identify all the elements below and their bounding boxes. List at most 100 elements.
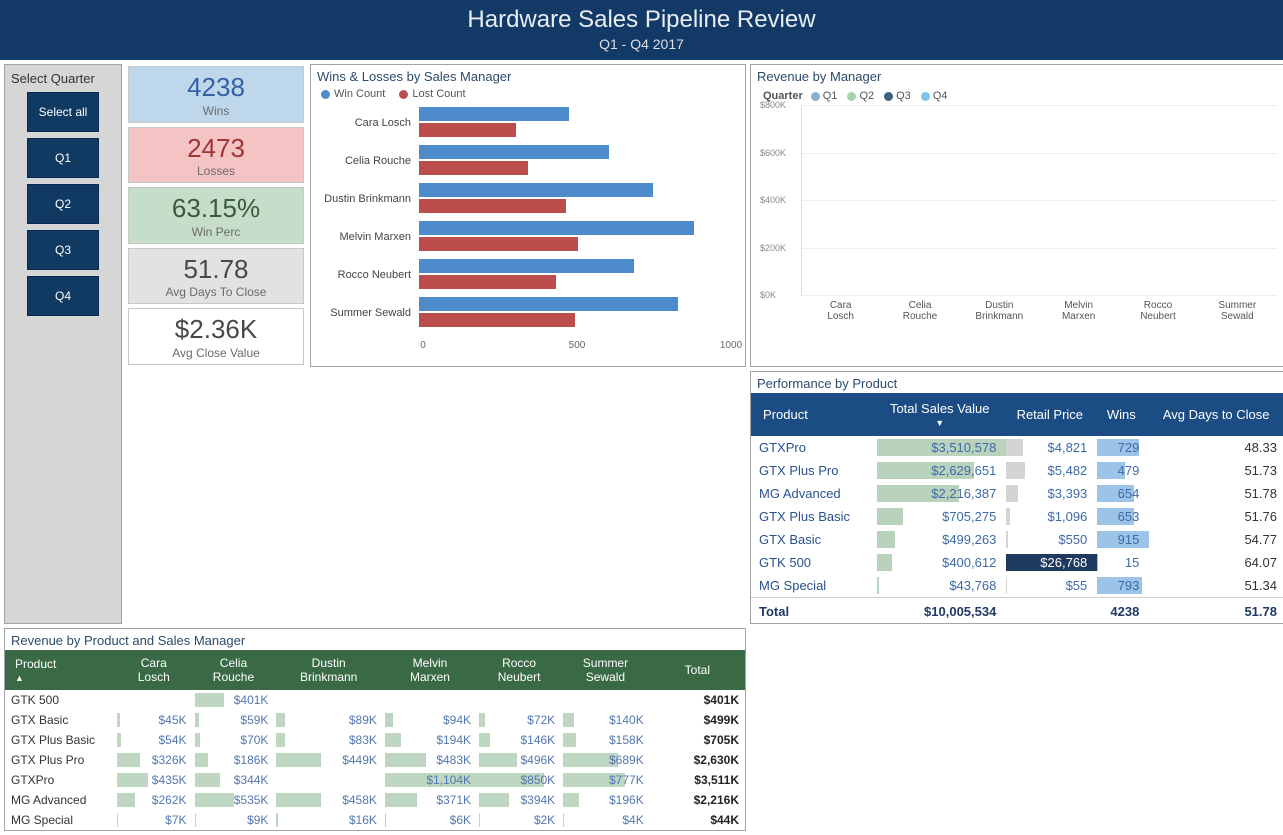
lost-bar[interactable]: [419, 123, 516, 137]
total-row: Total$10,005,534423851.78: [751, 597, 1283, 623]
sort-desc-icon: ▼: [881, 418, 998, 428]
days-cell: 64.07: [1147, 551, 1283, 574]
manager-row: Summer Sewald: [315, 296, 731, 330]
column-header[interactable]: CeliaRouche: [193, 650, 275, 690]
wins-losses-chart[interactable]: Wins & Losses by Sales Manager Win Count…: [310, 64, 746, 367]
kpi-label: Wins: [131, 104, 301, 118]
table-row: GTK 500$401K$401K: [5, 690, 745, 710]
column-header[interactable]: CaraLosch: [115, 650, 193, 690]
table-row: MG Advanced$2,216,387$3,39365451.78: [751, 482, 1283, 505]
gridline: $200K: [802, 248, 1277, 249]
product-cell: GTXPro: [751, 436, 875, 459]
kpi-avg-days-to-close[interactable]: 51.78Avg Days To Close: [128, 248, 304, 305]
table-row: MG Special$43,768$5579351.34: [751, 574, 1283, 598]
value-cell: [477, 690, 561, 710]
total-cell: $401K: [650, 690, 745, 710]
total-cell: $3,511K: [650, 770, 745, 790]
lost-bar[interactable]: [419, 313, 575, 327]
column-header[interactable]: Total Sales Value▼: [875, 393, 1004, 436]
sales-cell: $400,612: [875, 551, 1004, 574]
total-cell: $44K: [650, 810, 745, 830]
legend-item: Lost Count: [399, 88, 465, 100]
kpi-wins[interactable]: 4238Wins: [128, 66, 304, 123]
lost-bar[interactable]: [419, 161, 528, 175]
lost-bar[interactable]: [419, 275, 556, 289]
product-cell: GTX Basic: [751, 528, 875, 551]
legend-item: Q1: [811, 90, 838, 102]
lost-bar[interactable]: [419, 199, 566, 213]
win-bar[interactable]: [419, 107, 569, 121]
price-cell: $26,768: [1004, 551, 1095, 574]
dashboard-header: Hardware Sales Pipeline Review Q1 - Q4 2…: [0, 0, 1283, 60]
value-cell: $496K: [477, 750, 561, 770]
value-cell: $196K: [561, 790, 650, 810]
value-cell: $158K: [561, 730, 650, 750]
value-cell: $70K: [193, 730, 275, 750]
kpi-losses[interactable]: 2473Losses: [128, 127, 304, 184]
win-bar[interactable]: [419, 145, 609, 159]
column-header[interactable]: MelvinMarxen: [383, 650, 477, 690]
column-header[interactable]: Wins: [1095, 393, 1147, 436]
revenue-by-manager-chart[interactable]: Revenue by Manager QuarterQ1Q2Q3Q4 $0K$2…: [750, 64, 1283, 367]
slicer-q1[interactable]: Q1: [27, 138, 99, 178]
kpi-label: Losses: [131, 164, 301, 178]
win-bar[interactable]: [419, 183, 653, 197]
kpi-avg-close-value[interactable]: $2.36KAvg Close Value: [128, 308, 304, 365]
gridline: $0K: [802, 295, 1277, 296]
sort-asc-icon: ▲: [15, 673, 111, 683]
legend-item: Q2: [847, 90, 874, 102]
days-cell: 48.33: [1147, 436, 1283, 459]
column-header[interactable]: Avg Days to Close: [1147, 393, 1283, 436]
manager-name: Rocco Neubert: [315, 269, 419, 281]
slicer-q4[interactable]: Q4: [27, 276, 99, 316]
win-bar[interactable]: [419, 259, 634, 273]
column-header[interactable]: Total: [650, 650, 745, 690]
value-cell: $344K: [193, 770, 275, 790]
value-cell: $16K: [274, 810, 382, 830]
lost-bar[interactable]: [419, 237, 578, 251]
table-row: GTXPro$3,510,578$4,82172948.33: [751, 436, 1283, 459]
wins-cell: 15: [1095, 551, 1147, 574]
performance-table[interactable]: Performance by Product ProductTotal Sale…: [750, 371, 1283, 624]
slicer-q2[interactable]: Q2: [27, 184, 99, 224]
price-cell: $1,096: [1004, 505, 1095, 528]
revenue-matrix[interactable]: Revenue by Product and Sales Manager Pro…: [4, 628, 746, 831]
value-cell: $146K: [477, 730, 561, 750]
value-cell: $6K: [383, 810, 477, 830]
column-header[interactable]: DustinBrinkmann: [274, 650, 382, 690]
sales-cell: $2,629,651: [875, 459, 1004, 482]
legend-item: Win Count: [321, 88, 385, 100]
slicer-q3[interactable]: Q3: [27, 230, 99, 270]
table-row: MG Special$7K$9K$16K$6K$2K$4K$44K: [5, 810, 745, 830]
value-cell: $326K: [115, 750, 193, 770]
column-header[interactable]: Product: [751, 393, 875, 436]
column-header[interactable]: Retail Price: [1004, 393, 1095, 436]
dashboard-subtitle: Q1 - Q4 2017: [0, 36, 1283, 52]
table-row: GTX Plus Pro$2,629,651$5,48247951.73: [751, 459, 1283, 482]
column-header[interactable]: SummerSewald: [561, 650, 650, 690]
wins-cell: 654: [1095, 482, 1147, 505]
wins-cell: 479: [1095, 459, 1147, 482]
product-cell: MG Advanced: [5, 790, 115, 810]
table-row: GTK 500$400,612$26,7681564.07: [751, 551, 1283, 574]
value-cell: $401K: [193, 690, 275, 710]
kpi-value: 63.15%: [131, 194, 301, 223]
column-header[interactable]: Product▲: [5, 650, 115, 690]
kpi-win-perc[interactable]: 63.15%Win Perc: [128, 187, 304, 244]
axis-tick: 500: [569, 340, 586, 351]
manager-name: Melvin Marxen: [315, 231, 419, 243]
slicer-select-all[interactable]: Select all: [27, 92, 99, 132]
win-bar[interactable]: [419, 297, 678, 311]
table-row: MG Advanced$262K$535K$458K$371K$394K$196…: [5, 790, 745, 810]
x-label: DustinBrinkmann: [960, 296, 1039, 322]
value-cell: [274, 770, 382, 790]
price-cell: $5,482: [1004, 459, 1095, 482]
price-cell: $55: [1004, 574, 1095, 598]
product-cell: GTX Plus Pro: [751, 459, 875, 482]
days-cell: 54.77: [1147, 528, 1283, 551]
table-row: GTXPro$435K$344K$1,104K$850K$777K$3,511K: [5, 770, 745, 790]
value-cell: $483K: [383, 750, 477, 770]
kpi-label: Avg Days To Close: [131, 285, 301, 299]
column-header[interactable]: RoccoNeubert: [477, 650, 561, 690]
win-bar[interactable]: [419, 221, 694, 235]
